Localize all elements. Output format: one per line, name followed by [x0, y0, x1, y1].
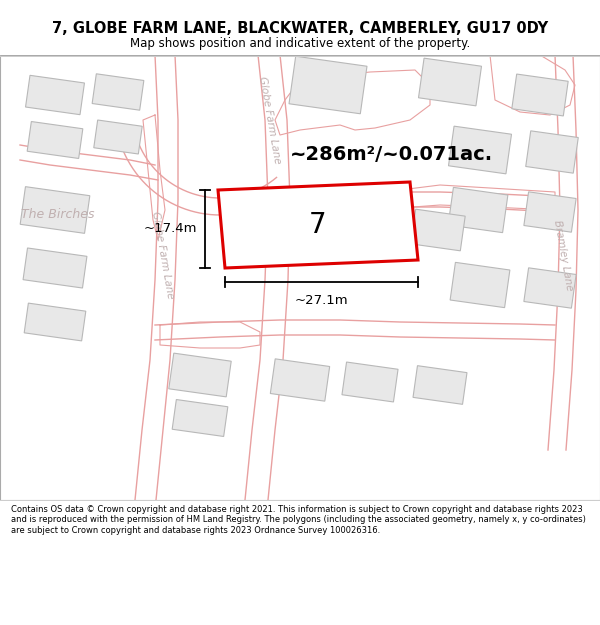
Polygon shape: [448, 188, 508, 232]
Text: 7: 7: [309, 211, 326, 239]
Polygon shape: [526, 131, 578, 173]
Polygon shape: [172, 399, 228, 436]
Polygon shape: [289, 56, 367, 114]
Polygon shape: [524, 192, 576, 232]
Text: ~17.4m: ~17.4m: [143, 222, 197, 236]
Polygon shape: [218, 182, 418, 268]
Polygon shape: [24, 303, 86, 341]
Text: Contains OS data © Crown copyright and database right 2021. This information is : Contains OS data © Crown copyright and d…: [11, 505, 586, 535]
Text: Globe Farm Lane: Globe Farm Lane: [257, 76, 283, 164]
Text: Globe Farm Lane: Globe Farm Lane: [151, 211, 176, 299]
Polygon shape: [411, 209, 465, 251]
Polygon shape: [524, 268, 576, 308]
Text: Bramley Lane: Bramley Lane: [552, 219, 574, 291]
Polygon shape: [512, 74, 568, 116]
Polygon shape: [342, 362, 398, 402]
Polygon shape: [92, 74, 144, 110]
Polygon shape: [94, 120, 142, 154]
Polygon shape: [448, 126, 512, 174]
Polygon shape: [413, 366, 467, 404]
Polygon shape: [271, 359, 329, 401]
Polygon shape: [418, 58, 482, 106]
Polygon shape: [169, 353, 231, 397]
Polygon shape: [23, 248, 87, 288]
Polygon shape: [20, 187, 90, 233]
Polygon shape: [450, 262, 510, 308]
Text: ~286m²/~0.071ac.: ~286m²/~0.071ac.: [290, 146, 493, 164]
Text: 7, GLOBE FARM LANE, BLACKWATER, CAMBERLEY, GU17 0DY: 7, GLOBE FARM LANE, BLACKWATER, CAMBERLE…: [52, 21, 548, 36]
Text: ~27.1m: ~27.1m: [295, 294, 349, 307]
Text: Map shows position and indicative extent of the property.: Map shows position and indicative extent…: [130, 38, 470, 50]
Polygon shape: [26, 76, 85, 114]
Polygon shape: [27, 121, 83, 159]
Text: The Birches: The Birches: [21, 209, 95, 221]
